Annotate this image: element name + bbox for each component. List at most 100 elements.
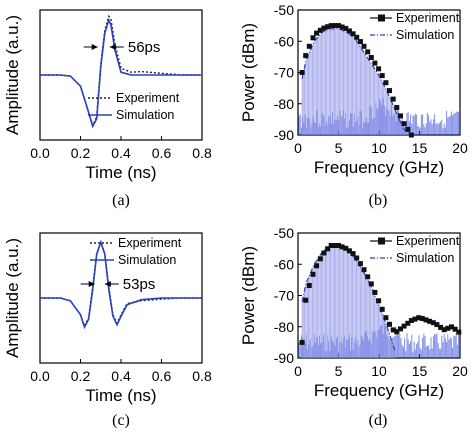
- panel-d: 0 5 10 15 20 Frequency (GHz) Power (dBm) (d) -50…: [239, 225, 468, 429]
- width-arrowhead-left: [88, 281, 95, 287]
- experiment-point: [394, 329, 400, 335]
- x-tick-label: 20: [452, 363, 468, 379]
- y-tick-label: -90: [274, 127, 294, 143]
- experiment-point: [299, 70, 305, 75]
- x-axis-label: Time (ns): [85, 386, 156, 405]
- experiment-point: [328, 23, 334, 29]
- x-tick-label: 0.0: [30, 145, 50, 161]
- experiment-point: [306, 43, 312, 49]
- experiment-point: [365, 49, 371, 55]
- legend-label-experiment: Experiment: [396, 11, 460, 25]
- experiment-point: [350, 251, 356, 257]
- legend-label-experiment: Experiment: [396, 234, 460, 248]
- panel-caption: (b): [369, 192, 388, 209]
- experiment-point: [416, 315, 422, 321]
- x-tick-label: 0.8: [192, 145, 212, 161]
- experiment-point: [427, 318, 433, 324]
- x-tick-label: 15: [412, 363, 428, 379]
- legend-label-experiment: Experiment: [116, 91, 180, 105]
- experiment-point: [394, 105, 400, 110]
- experiment-point: [346, 248, 352, 254]
- legend-label-simulation: Simulation: [118, 253, 176, 267]
- x-axis-label: Frequency (GHz): [314, 381, 444, 400]
- experiment-point: [452, 326, 458, 332]
- experiment-point: [354, 34, 360, 40]
- experiment-point: [379, 73, 385, 79]
- experiment-point: [408, 132, 414, 138]
- pulse-width-label: 56ps: [128, 39, 161, 56]
- experiment-point: [449, 324, 454, 330]
- x-tick-label: 5: [335, 140, 343, 156]
- panel-c: 0.0 0.2 0.4 0.6 0.8 Time (ns) Amplitude (a.u.)…: [3, 232, 212, 429]
- experiment-point: [332, 243, 338, 248]
- legend-label-simulation: Simulation: [396, 251, 454, 265]
- experiment-point: [372, 289, 378, 295]
- experiment-point: [379, 306, 385, 312]
- experiment-point: [387, 321, 392, 327]
- experiment-point: [361, 43, 367, 49]
- experiment-point: [343, 245, 349, 251]
- experiment-point: [336, 23, 341, 29]
- experiment-point: [376, 66, 382, 72]
- experiment-point: [398, 113, 403, 119]
- x-tick-label: 15: [412, 140, 428, 156]
- x-tick-label: 0.8: [192, 368, 212, 384]
- y-axis-label: Power (dBm): [239, 23, 258, 122]
- experiment-point: [401, 323, 407, 329]
- experiment-point: [325, 246, 331, 252]
- x-tick-label: 20: [452, 140, 468, 156]
- panel-b: 0 5 10 15 20 Frequency (GHz) Power (dBm) (b) -50…: [239, 2, 468, 209]
- experiment-point: [321, 25, 327, 31]
- x-tick-label: 0.6: [152, 368, 172, 384]
- panel-caption: (a): [112, 192, 130, 209]
- experiment-point: [401, 121, 407, 127]
- experiment-point: [339, 244, 345, 250]
- experiment-point: [368, 281, 374, 287]
- experiment-point: [441, 327, 447, 333]
- experiment-point: [372, 60, 378, 66]
- experiment-point: [398, 326, 403, 332]
- experiment-point: [354, 255, 360, 261]
- experiment-point: [387, 88, 392, 94]
- experiment-point: [299, 339, 305, 345]
- experiment-point: [456, 329, 462, 335]
- series-experiment-line: [40, 14, 202, 128]
- y-axis-label: Power (dBm): [239, 246, 258, 345]
- y-tick-label: -60: [274, 256, 294, 272]
- x-tick-label: 0.0: [30, 368, 50, 384]
- x-tick-label: 0.2: [71, 145, 91, 161]
- y-axis-label: Amplitude (a.u.): [3, 15, 22, 135]
- pulse-width-label: 53ps: [123, 276, 156, 293]
- x-tick-label: 0.4: [111, 145, 131, 161]
- experiment-point: [357, 261, 363, 267]
- x-tick-label: 0.4: [111, 368, 131, 384]
- legend-label-simulation: Simulation: [116, 108, 174, 122]
- y-tick-label: -70: [274, 65, 294, 81]
- experiment-point: [383, 80, 389, 86]
- experiment-point: [383, 315, 389, 321]
- experiment-point: [357, 39, 363, 45]
- y-tick-label: -60: [274, 33, 294, 49]
- x-axis-label: Time (ns): [85, 163, 156, 182]
- experiment-point: [408, 318, 414, 323]
- panel-caption: (c): [112, 412, 130, 429]
- y-tick-label: -80: [274, 96, 294, 112]
- width-arrowhead-left: [91, 44, 98, 50]
- experiment-point: [325, 24, 331, 30]
- experiment-point: [361, 267, 367, 273]
- experiment-point: [339, 24, 345, 30]
- legend-label-experiment: Experiment: [118, 236, 182, 250]
- experiment-point: [314, 263, 320, 269]
- x-tick-label: 0.2: [71, 368, 91, 384]
- x-tick-label: 5: [335, 363, 343, 379]
- panel-caption: (d): [369, 412, 388, 429]
- legend-marker-experiment: [378, 237, 385, 245]
- x-tick-label: 0.6: [152, 145, 172, 161]
- experiment-point: [317, 27, 323, 33]
- experiment-point: [310, 271, 316, 277]
- experiment-point: [346, 28, 352, 34]
- experiment-point: [445, 325, 451, 331]
- experiment-point: [310, 35, 316, 41]
- experiment-point: [376, 298, 382, 304]
